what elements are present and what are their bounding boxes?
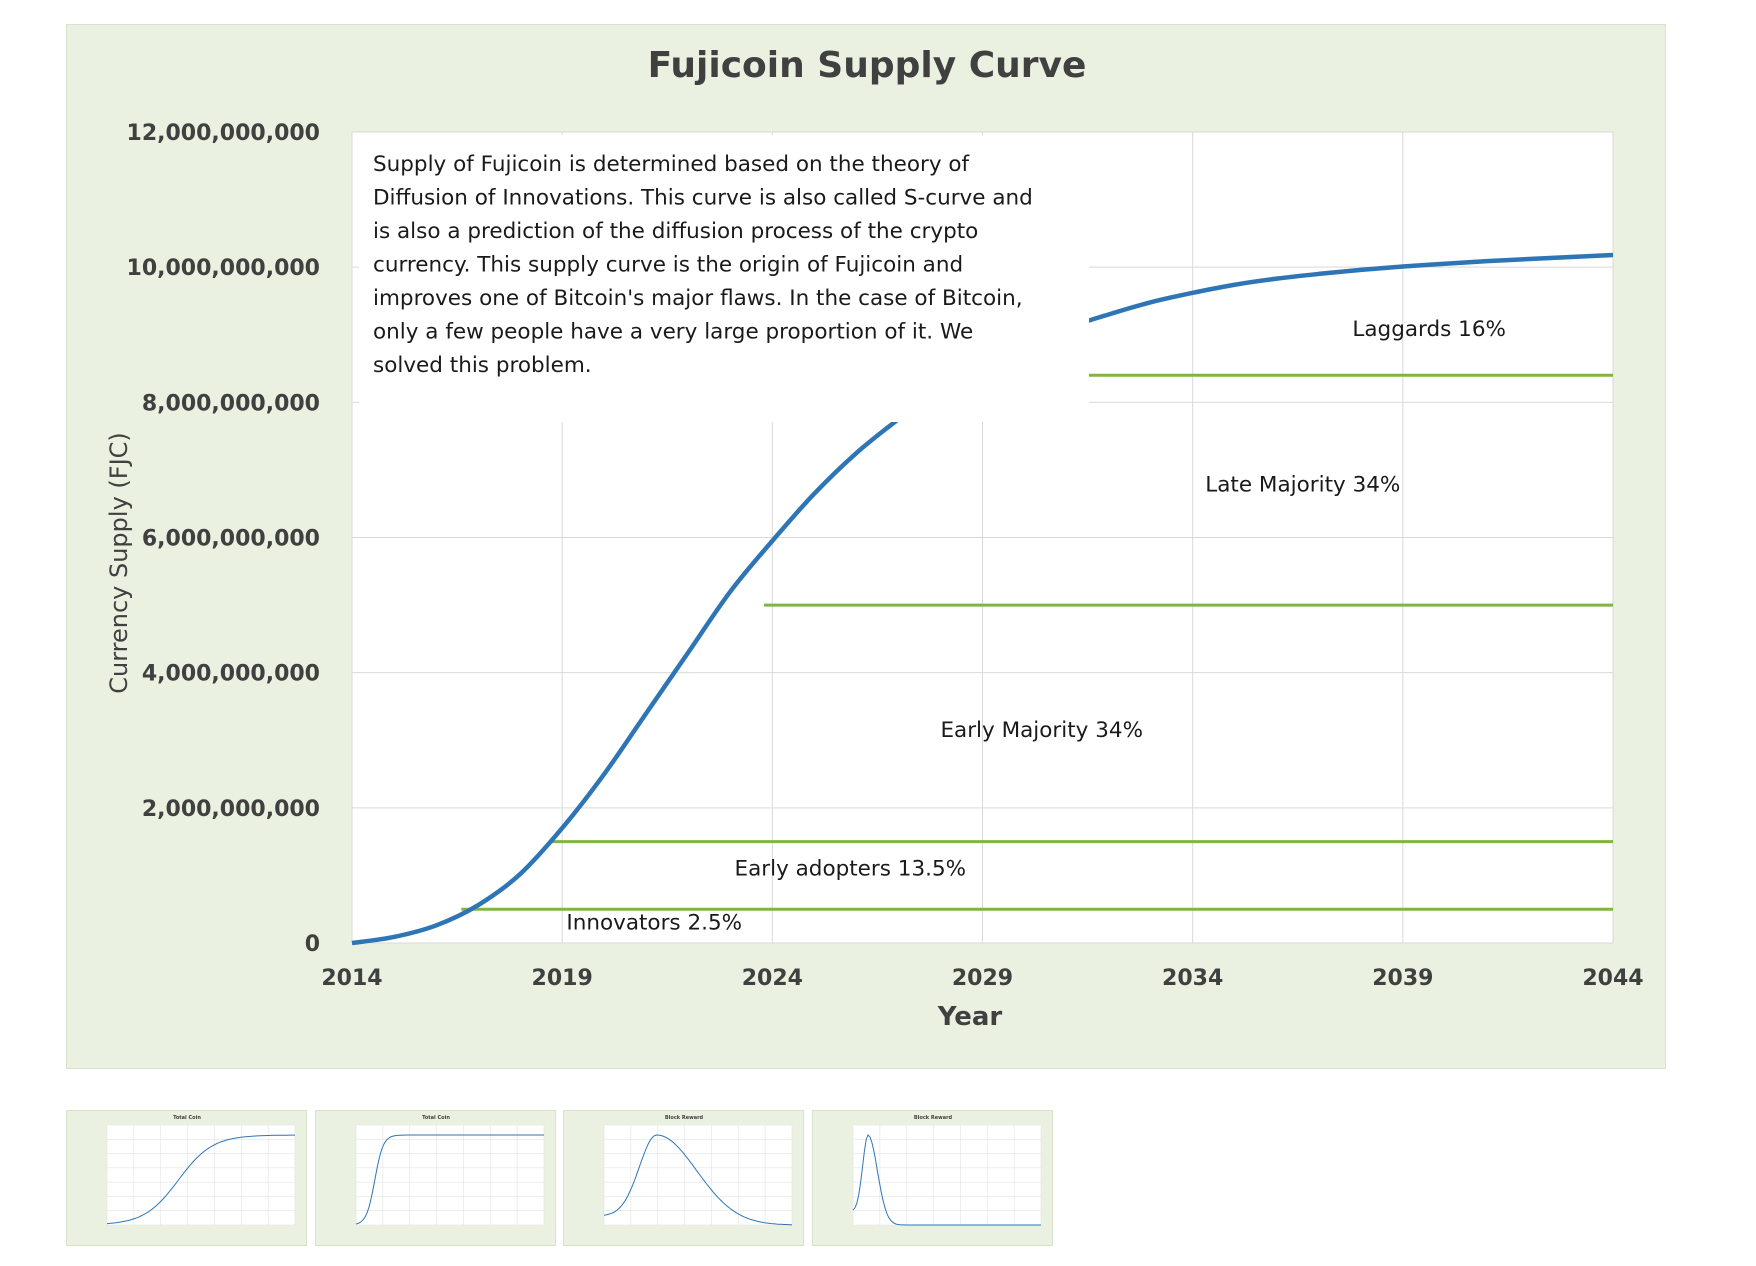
y-tick-label: 8,000,000,000 <box>142 391 320 416</box>
annotation-line: currency. This supply curve is the origi… <box>373 253 963 278</box>
thumbnail-title: Block Reward <box>665 1115 704 1121</box>
x-tick-label: 2014 <box>321 966 382 991</box>
thumbnail-series-line <box>106 1134 295 1225</box>
thumbnail-plot-area <box>356 1125 544 1225</box>
level-label: Early adopters 13.5% <box>735 856 967 881</box>
thumbnail-4[interactable]: Block Reward <box>812 1110 1053 1246</box>
x-tick-label: 2034 <box>1162 966 1223 991</box>
y-tick-label: 0 <box>305 932 320 957</box>
level-label: Innovators 2.5% <box>566 910 742 935</box>
x-tick-label: 2044 <box>1582 966 1643 991</box>
thumbnail-2[interactable]: Total Coin <box>315 1110 556 1246</box>
annotation-line: solved this problem. <box>373 353 592 378</box>
thumbnail-chart: Total Coin <box>355 1115 545 1226</box>
y-axis-ticks: 0 2,000,000,000 4,000,000,000 6,000,000,000… <box>127 121 320 957</box>
thumbnail-plot-area <box>853 1125 1041 1225</box>
x-tick-label: 2024 <box>742 966 803 991</box>
thumbnail-series-line <box>355 1134 544 1225</box>
x-tick-label: 2019 <box>532 966 593 991</box>
thumbnail-chart: Block Reward <box>852 1115 1042 1226</box>
x-axis-ticks: 2014 2019 2024 2029 2034 2039 2044 <box>321 966 1643 991</box>
thumbnail-title: Total Coin <box>173 1115 201 1121</box>
thumbnail-series-line <box>852 1134 1041 1226</box>
thumbnail-1[interactable]: Total Coin <box>66 1110 307 1246</box>
thumbnail-chart: Total Coin <box>106 1115 296 1226</box>
annotation-line: Supply of Fujicoin is determined based o… <box>373 152 970 177</box>
y-tick-label: 2,000,000,000 <box>142 797 320 822</box>
annotation-line: only a few people have a very large prop… <box>373 320 973 345</box>
thumbnail-series-line <box>603 1134 792 1226</box>
y-tick-label: 10,000,000,000 <box>127 256 320 281</box>
annotation-box <box>359 135 1089 422</box>
y-axis-label: Currency Supply (FJC) <box>105 432 133 694</box>
supply-chart: Fujicoin Supply Curve Currency Supply (F… <box>105 45 1644 1032</box>
annotation-line: is also a prediction of the diffusion pr… <box>373 219 978 244</box>
y-tick-label: 4,000,000,000 <box>142 662 320 687</box>
thumbnail-title: Block Reward <box>914 1115 953 1121</box>
thumbnail-chart: Block Reward <box>603 1115 793 1226</box>
x-axis-label: Year <box>937 1002 1003 1032</box>
level-label: Late Majority 34% <box>1205 473 1400 498</box>
thumbnail-plot-area <box>107 1125 295 1225</box>
thumbnail-3[interactable]: Block Reward <box>563 1110 804 1246</box>
level-label: Early Majority 34% <box>940 718 1143 743</box>
x-tick-label: 2029 <box>952 966 1013 991</box>
chart-title: Fujicoin Supply Curve <box>648 45 1087 86</box>
annotation-line: improves one of Bitcoin's major flaws. I… <box>373 286 1023 311</box>
supply-chart-panel: Fujicoin Supply Curve Currency Supply (F… <box>66 24 1666 1069</box>
x-tick-label: 2039 <box>1372 966 1433 991</box>
y-tick-label: 12,000,000,000 <box>127 121 320 146</box>
adoption-level-lines <box>461 373 1613 911</box>
level-label: Laggards 16% <box>1352 317 1506 342</box>
adoption-level-labels: Innovators 2.5% Early adopters 13.5% Early… <box>566 317 1506 935</box>
thumbnail-title: Total Coin <box>422 1115 450 1121</box>
thumbnail-plot-area <box>604 1125 792 1225</box>
annotation-line: Diffusion of Innovations. This curve is … <box>373 186 1033 211</box>
y-tick-label: 6,000,000,000 <box>142 527 320 552</box>
annotation-textbox: Supply of Fujicoin is determined based o… <box>359 135 1089 422</box>
